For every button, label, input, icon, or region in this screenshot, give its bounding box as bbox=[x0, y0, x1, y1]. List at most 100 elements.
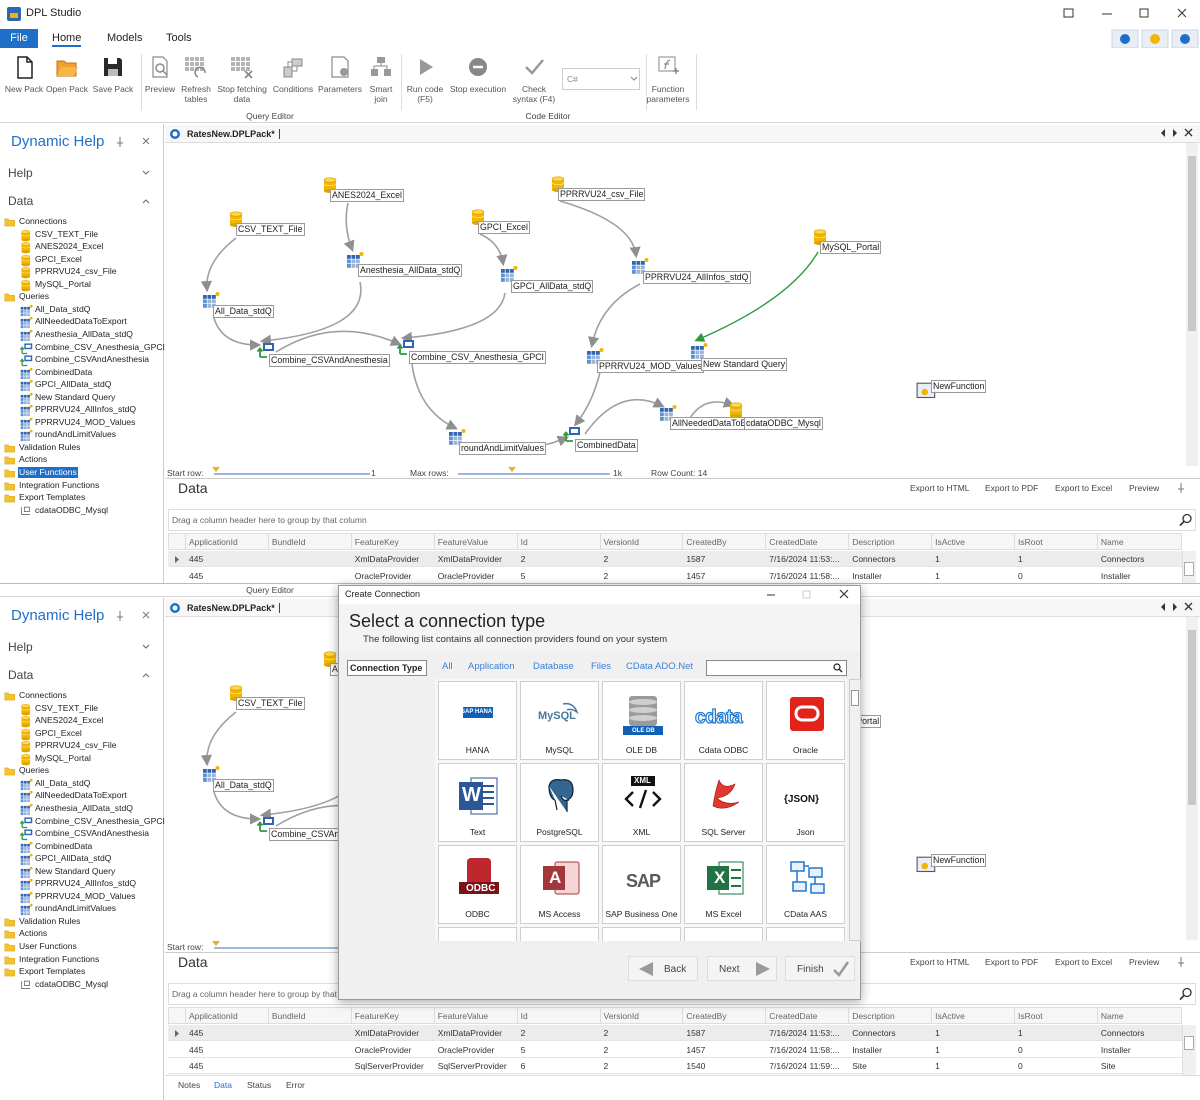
panel-section[interactable]: Data bbox=[8, 668, 34, 682]
connection-tile[interactable] bbox=[766, 927, 845, 941]
grid-row[interactable] bbox=[168, 551, 1182, 567]
diagram-node-label[interactable]: GPCI_Excel bbox=[478, 221, 530, 234]
language-combo[interactable]: C# bbox=[562, 68, 640, 90]
grid-column-header[interactable]: CreatedBy bbox=[686, 1011, 727, 1021]
diagram-node-label[interactable]: Anesthesia_AllData_stdQ bbox=[358, 264, 463, 277]
diagram-node-label[interactable]: PPRRVU24_csv_File bbox=[558, 188, 646, 201]
connection-tile[interactable] bbox=[520, 927, 599, 941]
grid-column-header[interactable]: BundleId bbox=[271, 1011, 306, 1021]
tree-item[interactable]: All_Data_stdQ bbox=[35, 777, 91, 788]
tree-item[interactable]: Queries bbox=[19, 291, 50, 302]
tree-item[interactable]: Integration Functions bbox=[19, 953, 100, 964]
ribbon-button[interactable]: Smart join bbox=[369, 84, 393, 104]
connection-tile[interactable]: A MS Access bbox=[520, 845, 599, 924]
bottom-tab[interactable]: Error bbox=[286, 1080, 305, 1090]
bottom-tab[interactable]: Status bbox=[247, 1080, 272, 1090]
grid-column-header[interactable]: Description bbox=[852, 537, 895, 547]
connection-tile[interactable] bbox=[438, 927, 517, 941]
grid-column-header[interactable]: CreatedDate bbox=[769, 1011, 818, 1021]
bottom-tab[interactable]: Data bbox=[214, 1080, 232, 1090]
connection-tile[interactable]: SAP HANA HANA bbox=[438, 681, 517, 760]
tree-item[interactable]: Export Templates bbox=[19, 966, 86, 977]
data-action[interactable]: Export to PDF bbox=[985, 957, 1039, 967]
grid-column-header[interactable]: IsRoot bbox=[1018, 537, 1043, 547]
data-action[interactable]: Export to HTML bbox=[910, 957, 970, 967]
connection-tile[interactable]: cdata Cdata ODBC bbox=[684, 681, 763, 760]
grid-column-header[interactable]: FeatureKey bbox=[354, 537, 399, 547]
tree-item[interactable]: Combine_CSVAndAnesthesia bbox=[35, 354, 150, 365]
grid-row[interactable] bbox=[168, 1025, 1182, 1041]
connection-tile[interactable]: X MS Excel bbox=[684, 845, 763, 924]
tree-item[interactable]: Export Templates bbox=[19, 492, 86, 503]
data-action[interactable]: Export to Excel bbox=[1055, 483, 1113, 493]
grid-column-header[interactable]: CreatedBy bbox=[686, 537, 727, 547]
data-action[interactable]: Preview bbox=[1129, 483, 1160, 493]
tree-item[interactable]: CSV_TEXT_File bbox=[35, 702, 99, 713]
tree-item[interactable]: PPRRVU24_AllInfos_stdQ bbox=[35, 878, 137, 889]
tree-item[interactable]: GPCI_AllData_stdQ bbox=[35, 379, 112, 390]
tree-item[interactable]: cdataODBC_Mysql bbox=[35, 978, 109, 989]
connection-tile[interactable]: W Text bbox=[438, 763, 517, 842]
diagram-node-label[interactable]: CombinedData bbox=[575, 439, 638, 452]
tree-item[interactable]: PPRRVU24_MOD_Values bbox=[35, 416, 136, 427]
tree-item[interactable]: MySQL_Portal bbox=[35, 278, 91, 289]
tree-item[interactable]: GPCI_Excel bbox=[35, 727, 82, 738]
data-action[interactable]: Export to PDF bbox=[985, 483, 1039, 493]
grid-column-header[interactable]: IsRoot bbox=[1018, 1011, 1043, 1021]
grid-column-header[interactable]: CreatedDate bbox=[769, 537, 818, 547]
tree-item[interactable]: AllNeededDataToExport bbox=[35, 316, 127, 327]
grid-column-header[interactable]: Name bbox=[1100, 537, 1124, 547]
document-tab[interactable]: RatesNew.DPLPack* bbox=[187, 129, 280, 139]
diagram-node-label[interactable]: ANES2024_Excel bbox=[330, 189, 404, 202]
connection-tile[interactable]: XML XML bbox=[602, 763, 681, 842]
grid-column-header[interactable]: Id bbox=[520, 537, 528, 547]
tree-item[interactable]: roundAndLimitValues bbox=[35, 903, 117, 914]
connection-tile[interactable]: OLE DB OLE DB bbox=[602, 681, 681, 760]
tree-item[interactable]: Actions bbox=[19, 454, 48, 465]
diagram-node-label[interactable]: All_Data_stdQ bbox=[213, 305, 274, 318]
tree-item[interactable]: PPRRVU24_AllInfos_stdQ bbox=[35, 404, 137, 415]
tree-item[interactable]: PPRRVU24_csv_File bbox=[35, 740, 117, 751]
connection-tile[interactable] bbox=[602, 927, 681, 941]
tree-item[interactable]: CSV_TEXT_File bbox=[35, 228, 99, 239]
tree-item[interactable]: PPRRVU24_csv_File bbox=[35, 266, 117, 277]
data-action[interactable]: Export to HTML bbox=[910, 483, 970, 493]
diagram-node-label[interactable]: New Standard Query bbox=[701, 358, 788, 371]
ribbon-button[interactable]: Check syntax (F4) bbox=[512, 84, 556, 104]
ribbon-button[interactable]: Save Pack bbox=[92, 84, 134, 94]
grid-column-header[interactable]: BundleId bbox=[271, 537, 306, 547]
menu-item[interactable]: Models bbox=[107, 32, 143, 44]
dialog-button[interactable]: Finish bbox=[785, 956, 855, 981]
grid-row[interactable] bbox=[168, 1041, 1182, 1058]
tree-item[interactable]: New Standard Query bbox=[35, 391, 116, 402]
tree-item[interactable]: CombinedData bbox=[35, 840, 93, 851]
diagram-node-label[interactable]: CSV_TEXT_File bbox=[236, 697, 305, 710]
filter-tab[interactable]: Application bbox=[468, 661, 515, 672]
panel-section[interactable]: Help bbox=[8, 640, 33, 654]
diagram-node-label[interactable]: roundAndLimitValues bbox=[459, 442, 546, 455]
tree-item[interactable]: Integration Functions bbox=[19, 479, 100, 490]
menu-item[interactable]: Home bbox=[52, 32, 82, 47]
panel-section[interactable]: Help bbox=[8, 166, 33, 180]
tree-item[interactable]: GPCI_Excel bbox=[35, 253, 82, 264]
connection-tile[interactable]: SQL Server bbox=[684, 763, 763, 842]
grid-column-header[interactable]: FeatureValue bbox=[437, 537, 489, 547]
connection-type-label[interactable]: Connection Type bbox=[347, 660, 427, 676]
grid-column-header[interactable]: FeatureValue bbox=[437, 1011, 489, 1021]
tree-item[interactable]: Combine_CSV_Anesthesia_GPCI bbox=[35, 815, 165, 826]
diagram-node-label[interactable]: NewFunction bbox=[931, 380, 987, 393]
tree-item[interactable]: Anesthesia_AllData_stdQ bbox=[35, 802, 133, 813]
connection-tile[interactable]: CData AAS bbox=[766, 845, 845, 924]
diagram-node-label[interactable]: MySQL_Portal bbox=[820, 241, 882, 254]
diagram-node-label[interactable]: Combine_CSVAndAnesthesia bbox=[269, 354, 390, 367]
connection-tile[interactable]: PostgreSQL bbox=[520, 763, 599, 842]
document-tab[interactable]: RatesNew.DPLPack* bbox=[187, 603, 280, 613]
tree-item[interactable]: GPCI_AllData_stdQ bbox=[35, 853, 112, 864]
ribbon-button[interactable]: Open Pack bbox=[45, 84, 89, 94]
grid-row[interactable] bbox=[168, 567, 1182, 583]
grid-column-header[interactable]: VersionId bbox=[603, 537, 639, 547]
diagram-node-label[interactable]: GPCI_AllData_stdQ bbox=[511, 280, 594, 293]
tree-item[interactable]: Anesthesia_AllData_stdQ bbox=[35, 328, 133, 339]
connection-tile[interactable] bbox=[684, 927, 763, 941]
connection-tile[interactable]: ODBC ODBC bbox=[438, 845, 517, 924]
